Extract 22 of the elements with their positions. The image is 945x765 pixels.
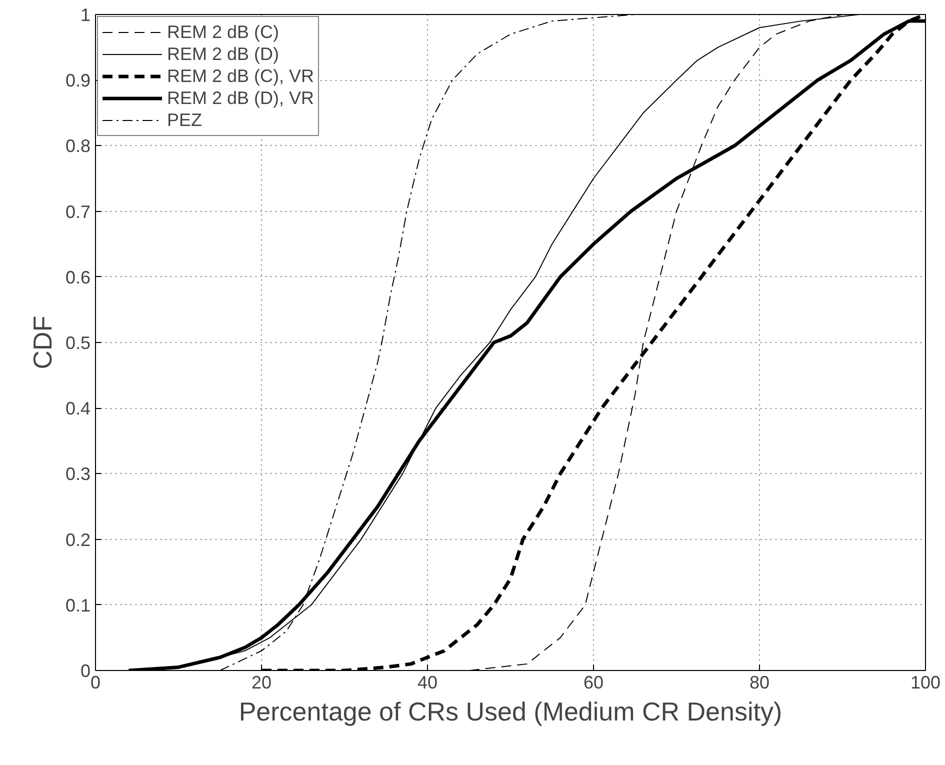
x-axis-title: Percentage of CRs Used (Medium CR Density) — [238, 696, 782, 726]
legend-label: REM 2 dB (C), VR — [167, 65, 314, 87]
x-tick-label: 80 — [749, 672, 770, 692]
y-tick-label: 0.2 — [65, 530, 91, 550]
y-tick-label: 0.8 — [65, 136, 91, 156]
y-tick-label: 0.3 — [65, 464, 91, 484]
y-tick-label: 0.1 — [65, 595, 91, 616]
x-tick-label: 60 — [583, 672, 604, 692]
y-tick-label: 0.9 — [65, 70, 91, 91]
legend-label: REM 2 dB (D) — [167, 43, 280, 65]
y-tick-label: 0.5 — [65, 333, 91, 353]
legend-label: REM 2 dB (D), VR — [167, 87, 314, 109]
x-tick-label: 100 — [910, 672, 941, 692]
legend-label: REM 2 dB (C) — [167, 21, 280, 43]
y-axis-title: CDF — [27, 316, 58, 370]
y-tick-label: 0.6 — [65, 267, 91, 288]
y-tick-label: 1 — [80, 5, 91, 25]
x-tick-label: 40 — [417, 672, 438, 692]
y-tick-label: 0.7 — [65, 202, 91, 222]
y-tick-label: 0.4 — [65, 398, 91, 419]
x-tick-label: 20 — [251, 672, 272, 692]
legend-label: PEZ — [167, 109, 202, 131]
